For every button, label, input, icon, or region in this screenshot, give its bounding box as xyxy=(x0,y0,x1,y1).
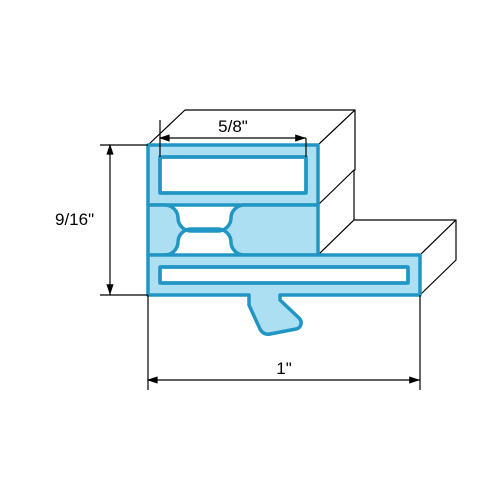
dim-vertical-label: 9/16" xyxy=(55,210,94,229)
dim-bottom-label: 1" xyxy=(276,359,292,378)
gasket-profile-diagram: 9/16" 5/8" 1" xyxy=(0,0,500,500)
dim-top-label: 5/8" xyxy=(218,117,248,136)
